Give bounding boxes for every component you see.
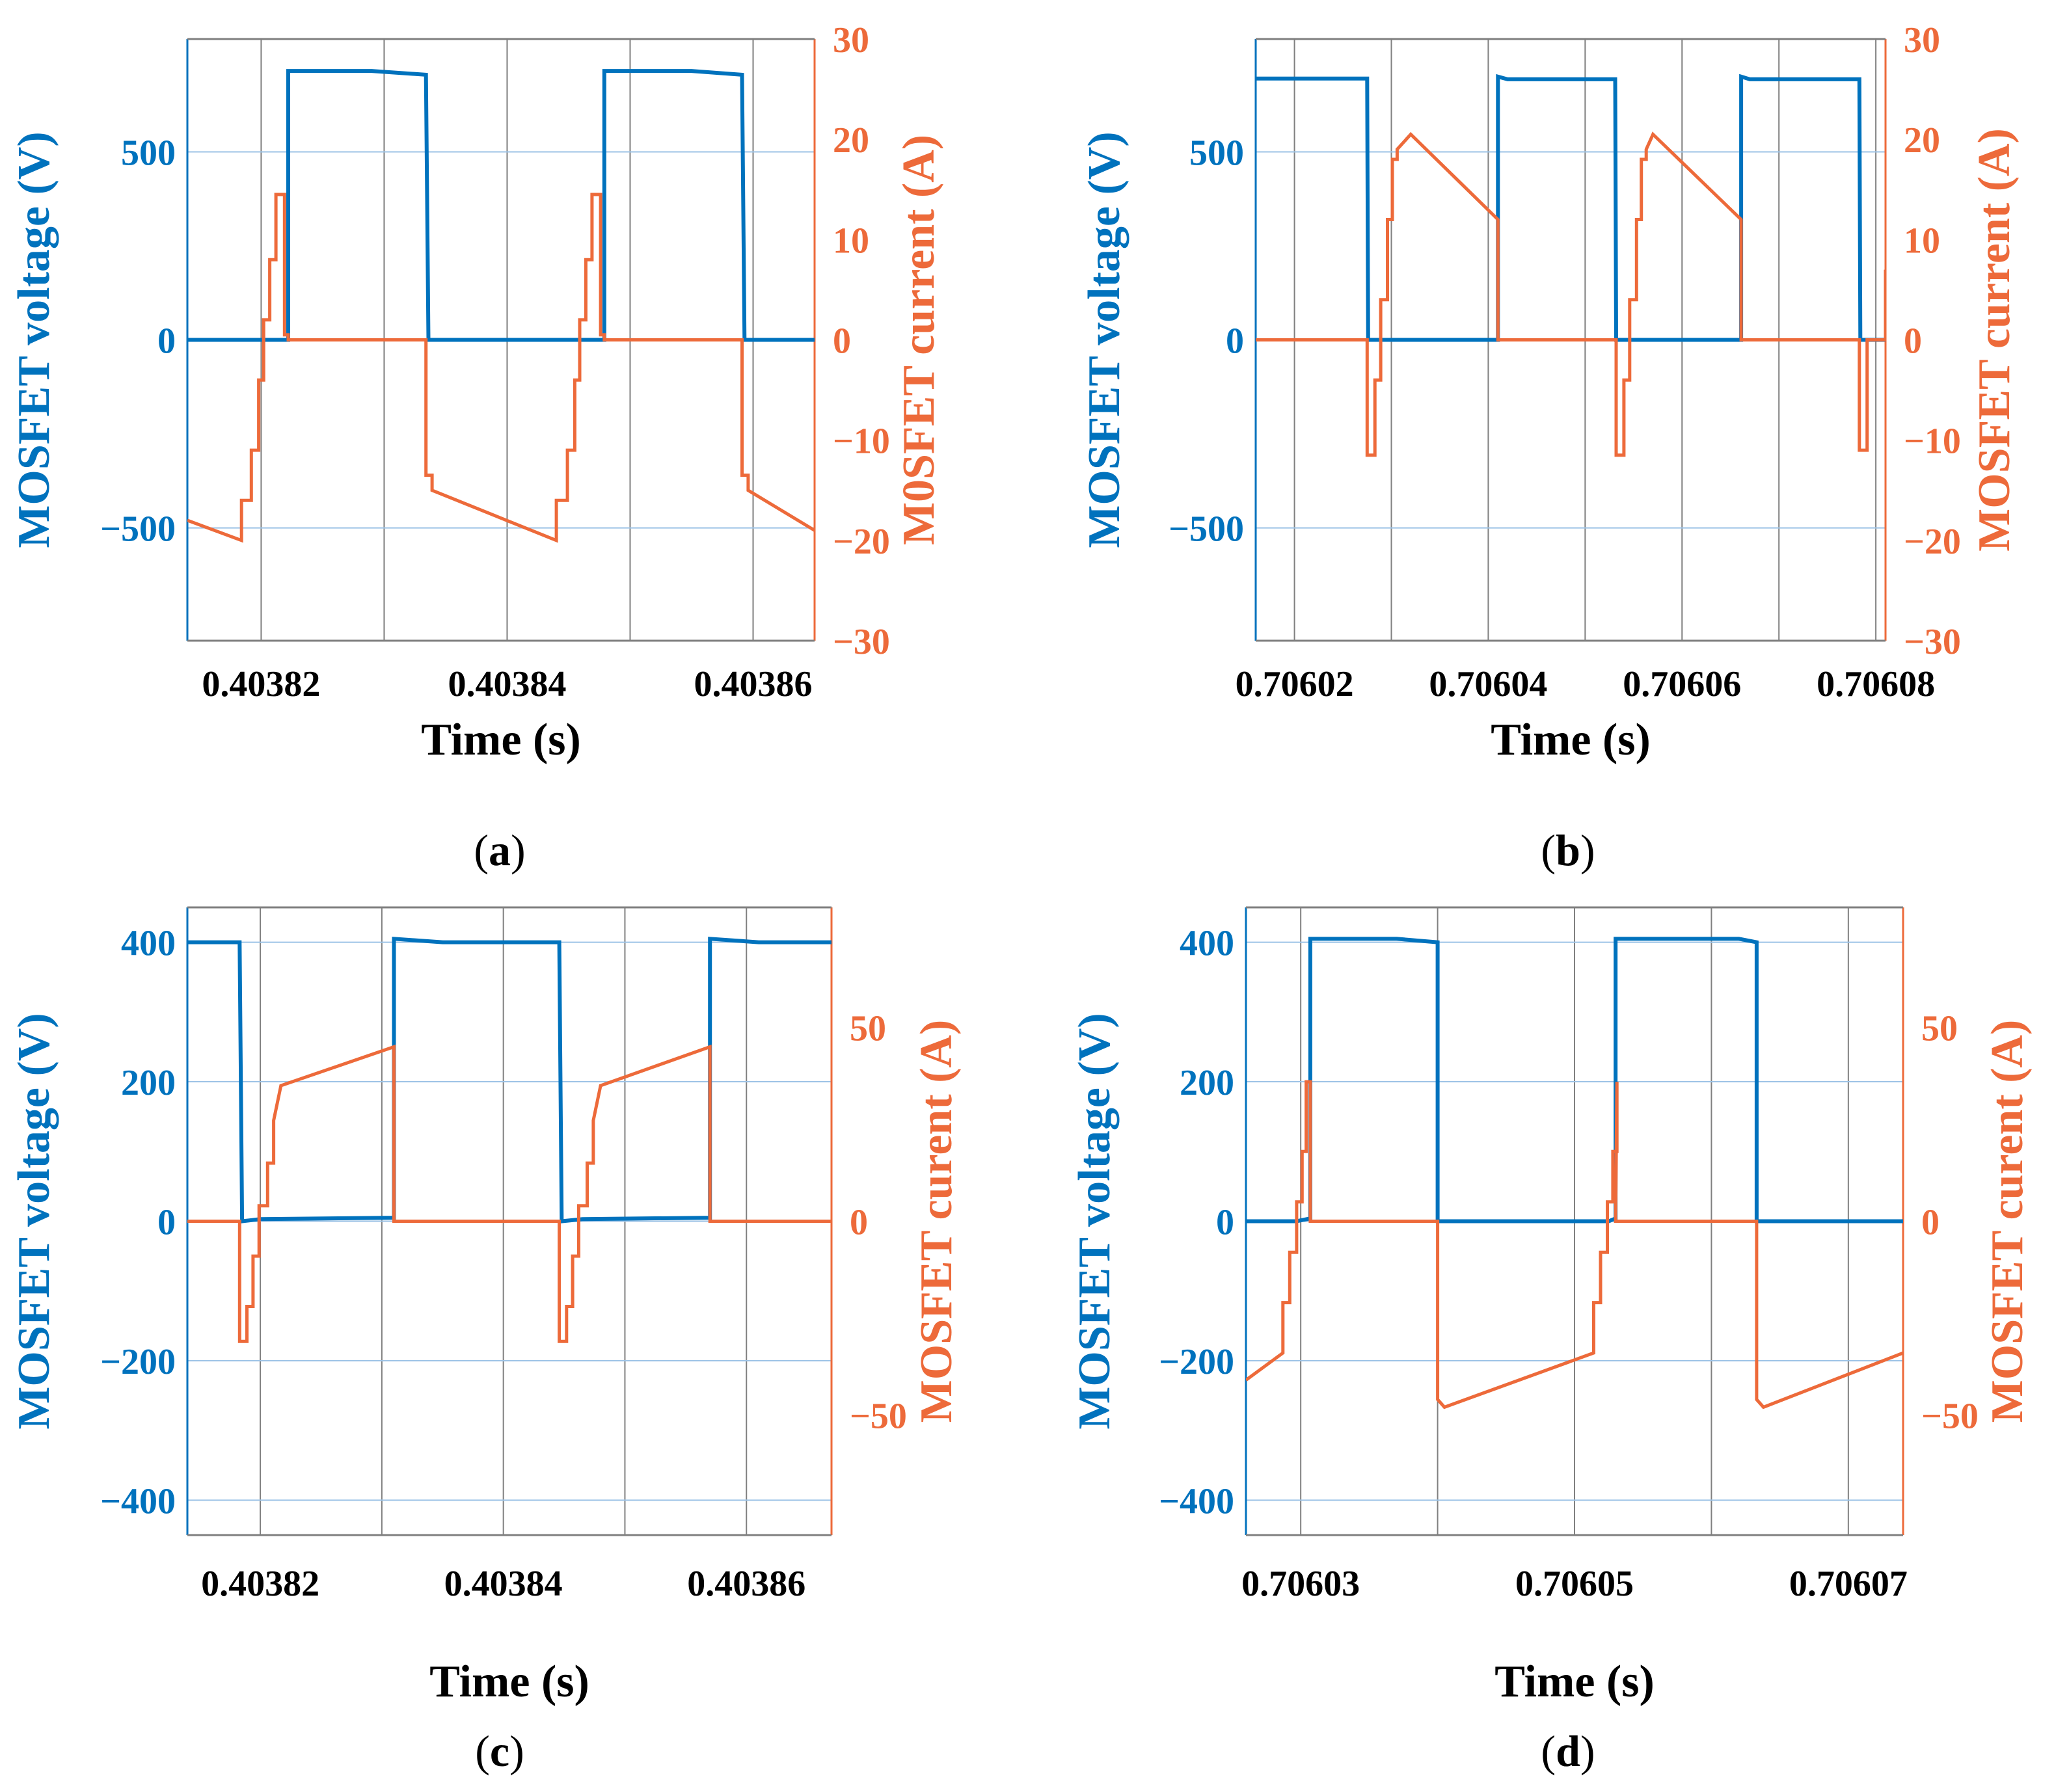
panel-caption: (c) <box>475 1726 524 1776</box>
current-series-line <box>1246 1080 1903 1410</box>
y-left-tick-label: −500 <box>1169 509 1244 550</box>
y-left-tick-label: 500 <box>1189 133 1244 173</box>
panel-a: 0.40382 0.40384 0.40386 −500 0 500 −30 −20 −10 0 1… <box>9 20 944 875</box>
x-tick-label: 0.70603 <box>1241 1564 1360 1604</box>
panel-caption: (a) <box>474 825 525 875</box>
x-tick-label: 0.70608 <box>1817 664 1935 704</box>
y-left-tick-label: 0 <box>157 321 176 362</box>
y-right-tick-label: −30 <box>1904 622 1961 662</box>
y-left-tick-label: 200 <box>1180 1063 1234 1103</box>
x-tick-label: 0.40384 <box>444 1564 563 1604</box>
voltage-series-line <box>1256 74 1886 342</box>
y-right-tick-label: 0 <box>833 321 851 362</box>
y-right-tick-label: 10 <box>833 221 869 261</box>
x-axis-label: Time (s) <box>429 1657 589 1707</box>
y-right-tick-label: 0 <box>1904 321 1922 362</box>
panel-caption: (d) <box>1541 1726 1595 1776</box>
y-left-axis-label: MOSFET voltage (V) <box>9 1013 59 1429</box>
y-right-tick-label: 30 <box>1904 20 1940 60</box>
y-right-tick-label: −30 <box>833 622 890 662</box>
y-left-tick-label: 200 <box>121 1063 176 1103</box>
y-right-tick-label: 20 <box>1904 120 1940 161</box>
y-left-tick-label: 0 <box>1216 1203 1234 1243</box>
y-right-tick-label: 20 <box>833 120 869 161</box>
y-right-tick-label: −10 <box>1904 421 1961 462</box>
y-left-tick-label: −400 <box>100 1481 176 1521</box>
x-tick-label: 0.40382 <box>202 664 320 704</box>
x-tick-label: 0.40384 <box>448 664 566 704</box>
y-right-axis-label: M0SFET current (A) <box>894 135 944 545</box>
y-right-axis-label: MOSFET curent (A) <box>1982 1020 2033 1423</box>
y-left-tick-label: −200 <box>1159 1342 1234 1382</box>
current-series-line <box>1256 131 1886 457</box>
y-right-tick-label: −10 <box>833 421 890 462</box>
y-right-tick-label: −50 <box>1921 1396 1979 1436</box>
y-right-tick-label: 0 <box>850 1203 868 1243</box>
x-tick-label: 0.40386 <box>687 1564 805 1604</box>
voltage-series-line <box>187 69 815 342</box>
y-left-tick-label: 400 <box>1180 924 1234 964</box>
y-right-tick-label: −20 <box>1904 522 1961 562</box>
y-left-tick-label: −500 <box>100 509 176 550</box>
panel-c: 0.40382 0.40384 0.40386 −400 −200 0 200 400 −50 0… <box>9 906 962 1776</box>
y-left-tick-label: 0 <box>1226 321 1244 362</box>
y-left-axis-label: MOSFET voltage (V) <box>1070 1013 1120 1429</box>
y-left-axis-label: MOSFET voltage (V) <box>1079 131 1129 548</box>
y-right-tick-label: 50 <box>850 1009 886 1049</box>
y-right-tick-label: −50 <box>850 1396 907 1436</box>
x-axis-label: Time (s) <box>1494 1657 1655 1707</box>
y-right-tick-label: −20 <box>833 522 890 562</box>
panel-caption: (b) <box>1541 825 1595 875</box>
y-right-tick-label: 50 <box>1921 1009 1958 1049</box>
y-left-tick-label: 500 <box>121 133 176 173</box>
x-tick-label: 0.70605 <box>1515 1564 1634 1604</box>
y-left-tick-label: 400 <box>121 924 176 964</box>
y-right-tick-label: 10 <box>1904 221 1940 261</box>
x-axis-label: Time (s) <box>421 715 581 765</box>
y-right-axis-label: MOSFET curent (A) <box>912 1020 962 1423</box>
y-right-axis-label: MOSFET current (A) <box>1969 128 2020 552</box>
x-tick-label: 0.70602 <box>1236 664 1354 704</box>
current-series-line <box>187 193 815 543</box>
panel-b: 0.70602 0.70604 0.70606 0.70608 −500 0 500 −30 −… <box>1079 20 2020 875</box>
voltage-series-line <box>187 937 832 1224</box>
current-series-line <box>187 1044 832 1343</box>
x-tick-label: 0.70604 <box>1429 664 1547 704</box>
y-left-tick-label: −200 <box>100 1342 176 1382</box>
y-left-tick-label: −400 <box>1159 1481 1234 1521</box>
x-axis-label: Time (s) <box>1491 715 1651 765</box>
y-right-tick-label: 0 <box>1921 1203 1940 1243</box>
y-left-tick-label: 0 <box>157 1203 176 1243</box>
panel-d: 0.70603 0.70605 0.70607 −400 −200 0 200 400 −50 0… <box>1070 906 2033 1776</box>
x-tick-label: 0.70607 <box>1789 1564 1908 1604</box>
y-right-tick-label: 30 <box>833 20 869 60</box>
x-tick-label: 0.40386 <box>694 664 812 704</box>
y-left-axis-label: MOSFET voltage (V) <box>9 131 59 548</box>
x-tick-label: 0.70606 <box>1623 664 1741 704</box>
x-tick-label: 0.40382 <box>201 1564 319 1604</box>
